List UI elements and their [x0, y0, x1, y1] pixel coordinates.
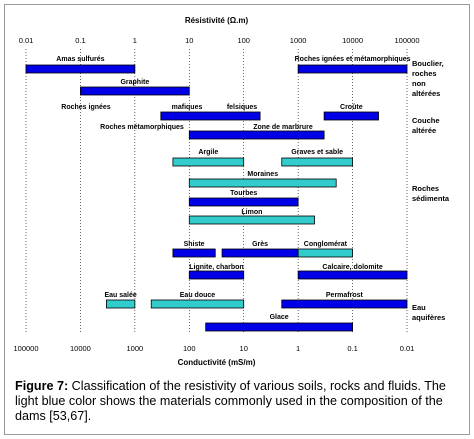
bar-moraines-label: Moraines	[247, 171, 278, 178]
bar-gres	[221, 248, 299, 258]
bottom-tick-label: 100000	[13, 344, 38, 353]
top-tick-label: 100000	[394, 36, 419, 45]
bar-roches-metamorphiques	[188, 130, 325, 140]
top-tick-label: 0.01	[19, 36, 34, 45]
bar-conglomerat	[297, 248, 353, 258]
group-label: roches	[412, 69, 437, 78]
bar-eau-salee	[105, 299, 136, 309]
bar-conglomerat-label: Conglomérat	[304, 241, 348, 248]
bottom-tick-label: 1	[296, 344, 300, 353]
bar-tourbes-label: Tourbes	[230, 190, 257, 197]
annotation-label: mafiques	[172, 104, 203, 111]
group-label: non	[412, 79, 426, 88]
bottom-tick-label: 0.1	[347, 344, 357, 353]
top-tick-label: 1	[133, 36, 137, 45]
top-tick-label: 10	[185, 36, 193, 45]
group-label: Couche	[412, 116, 440, 125]
bottom-tick-label: 10000	[70, 344, 91, 353]
annotation-label: felsiques	[227, 104, 257, 111]
bar-graphite-label: Graphite	[120, 79, 149, 86]
top-tick-label: 0.1	[75, 36, 85, 45]
bar-roches-ignees	[160, 111, 261, 121]
bar-lignite-charbon-label: Lignite, charbon	[189, 264, 243, 271]
bar-roches-metamorphiques-label: Roches métamorphiques	[100, 124, 184, 131]
bar-glace-label: Glace	[270, 314, 289, 321]
bar-permafrost	[281, 299, 408, 309]
bar-croute	[323, 111, 379, 121]
bottom-tick-label: 1000	[127, 344, 144, 353]
bar-amas-sulfures-label: Amas sulfurés	[56, 56, 104, 63]
bar-graphite	[80, 86, 190, 96]
figure-caption: Figure 7: Classification of the resistiv…	[15, 379, 467, 424]
bar-roches-ignees-et-metamorphiques-label: Roches ignées et métamorphiques	[295, 56, 411, 63]
figure-frame: Résistivité (Ω.m) 0.01 100000 0.1 10000 1 1000…	[4, 4, 470, 435]
bottom-axis-title: Conductivité (mS/m)	[178, 358, 256, 367]
bar-eau-douce	[150, 299, 245, 309]
bar-shiste	[172, 248, 216, 258]
bottom-tick-label: 0.01	[400, 344, 415, 353]
bar-gres-label: Grès	[252, 241, 268, 248]
group-label: altérée	[412, 126, 436, 135]
bar-amas-sulfures	[25, 64, 136, 74]
group-label: Roches	[412, 184, 439, 193]
bar-limon-label: Limon	[241, 209, 262, 216]
group-label: aquifères	[412, 313, 445, 322]
bar-calcaire-dolomite	[297, 270, 408, 280]
bar-calcaire-dolomite-label: Calcaire, dolomite	[322, 264, 382, 271]
bar-lignite-charbon	[188, 270, 245, 280]
bar-glace	[205, 322, 353, 332]
bar-eau-douce-label: Eau douce	[180, 292, 216, 299]
top-tick-label: 100	[237, 36, 250, 45]
bar-argile-label: Argile	[198, 149, 218, 156]
bar-roches-ignees-label: Roches ignées	[61, 104, 111, 111]
bar-shiste-label: Shiste	[184, 241, 205, 248]
group-label: sédimenta	[412, 194, 450, 203]
bar-graves-et-sable-label: Graves et sable	[291, 149, 343, 156]
bottom-tick-label: 10	[240, 344, 248, 353]
caption-label: Figure 7:	[15, 379, 69, 393]
bar-tourbes	[188, 197, 299, 207]
bar-limon	[188, 215, 315, 225]
bar-roches-ignees-et-metamorphiques	[297, 64, 408, 74]
bar-graves-et-sable	[281, 157, 353, 167]
top-tick-label: 10000	[342, 36, 363, 45]
bar-eau-salee-label: Eau salée	[104, 292, 136, 299]
bottom-tick-label: 100	[183, 344, 196, 353]
group-label: altérées	[412, 89, 440, 98]
top-axis-title: Résistivité (Ω.m)	[185, 16, 249, 25]
bar-croute-label: Croûte	[340, 104, 363, 111]
caption-text: Classification of the resistivity of var…	[15, 379, 446, 423]
resistivity-chart: Résistivité (Ω.m)0.011000000.11000011000…	[13, 16, 450, 367]
annotation-label: Zone de marbrure	[253, 124, 313, 131]
bar-permafrost-label: Permafrost	[326, 292, 364, 299]
group-label: Bouclier,	[412, 59, 444, 68]
top-tick-label: 1000	[290, 36, 307, 45]
bar-argile	[172, 157, 245, 167]
bar-moraines	[188, 178, 337, 188]
group-label: Eau	[412, 303, 426, 312]
